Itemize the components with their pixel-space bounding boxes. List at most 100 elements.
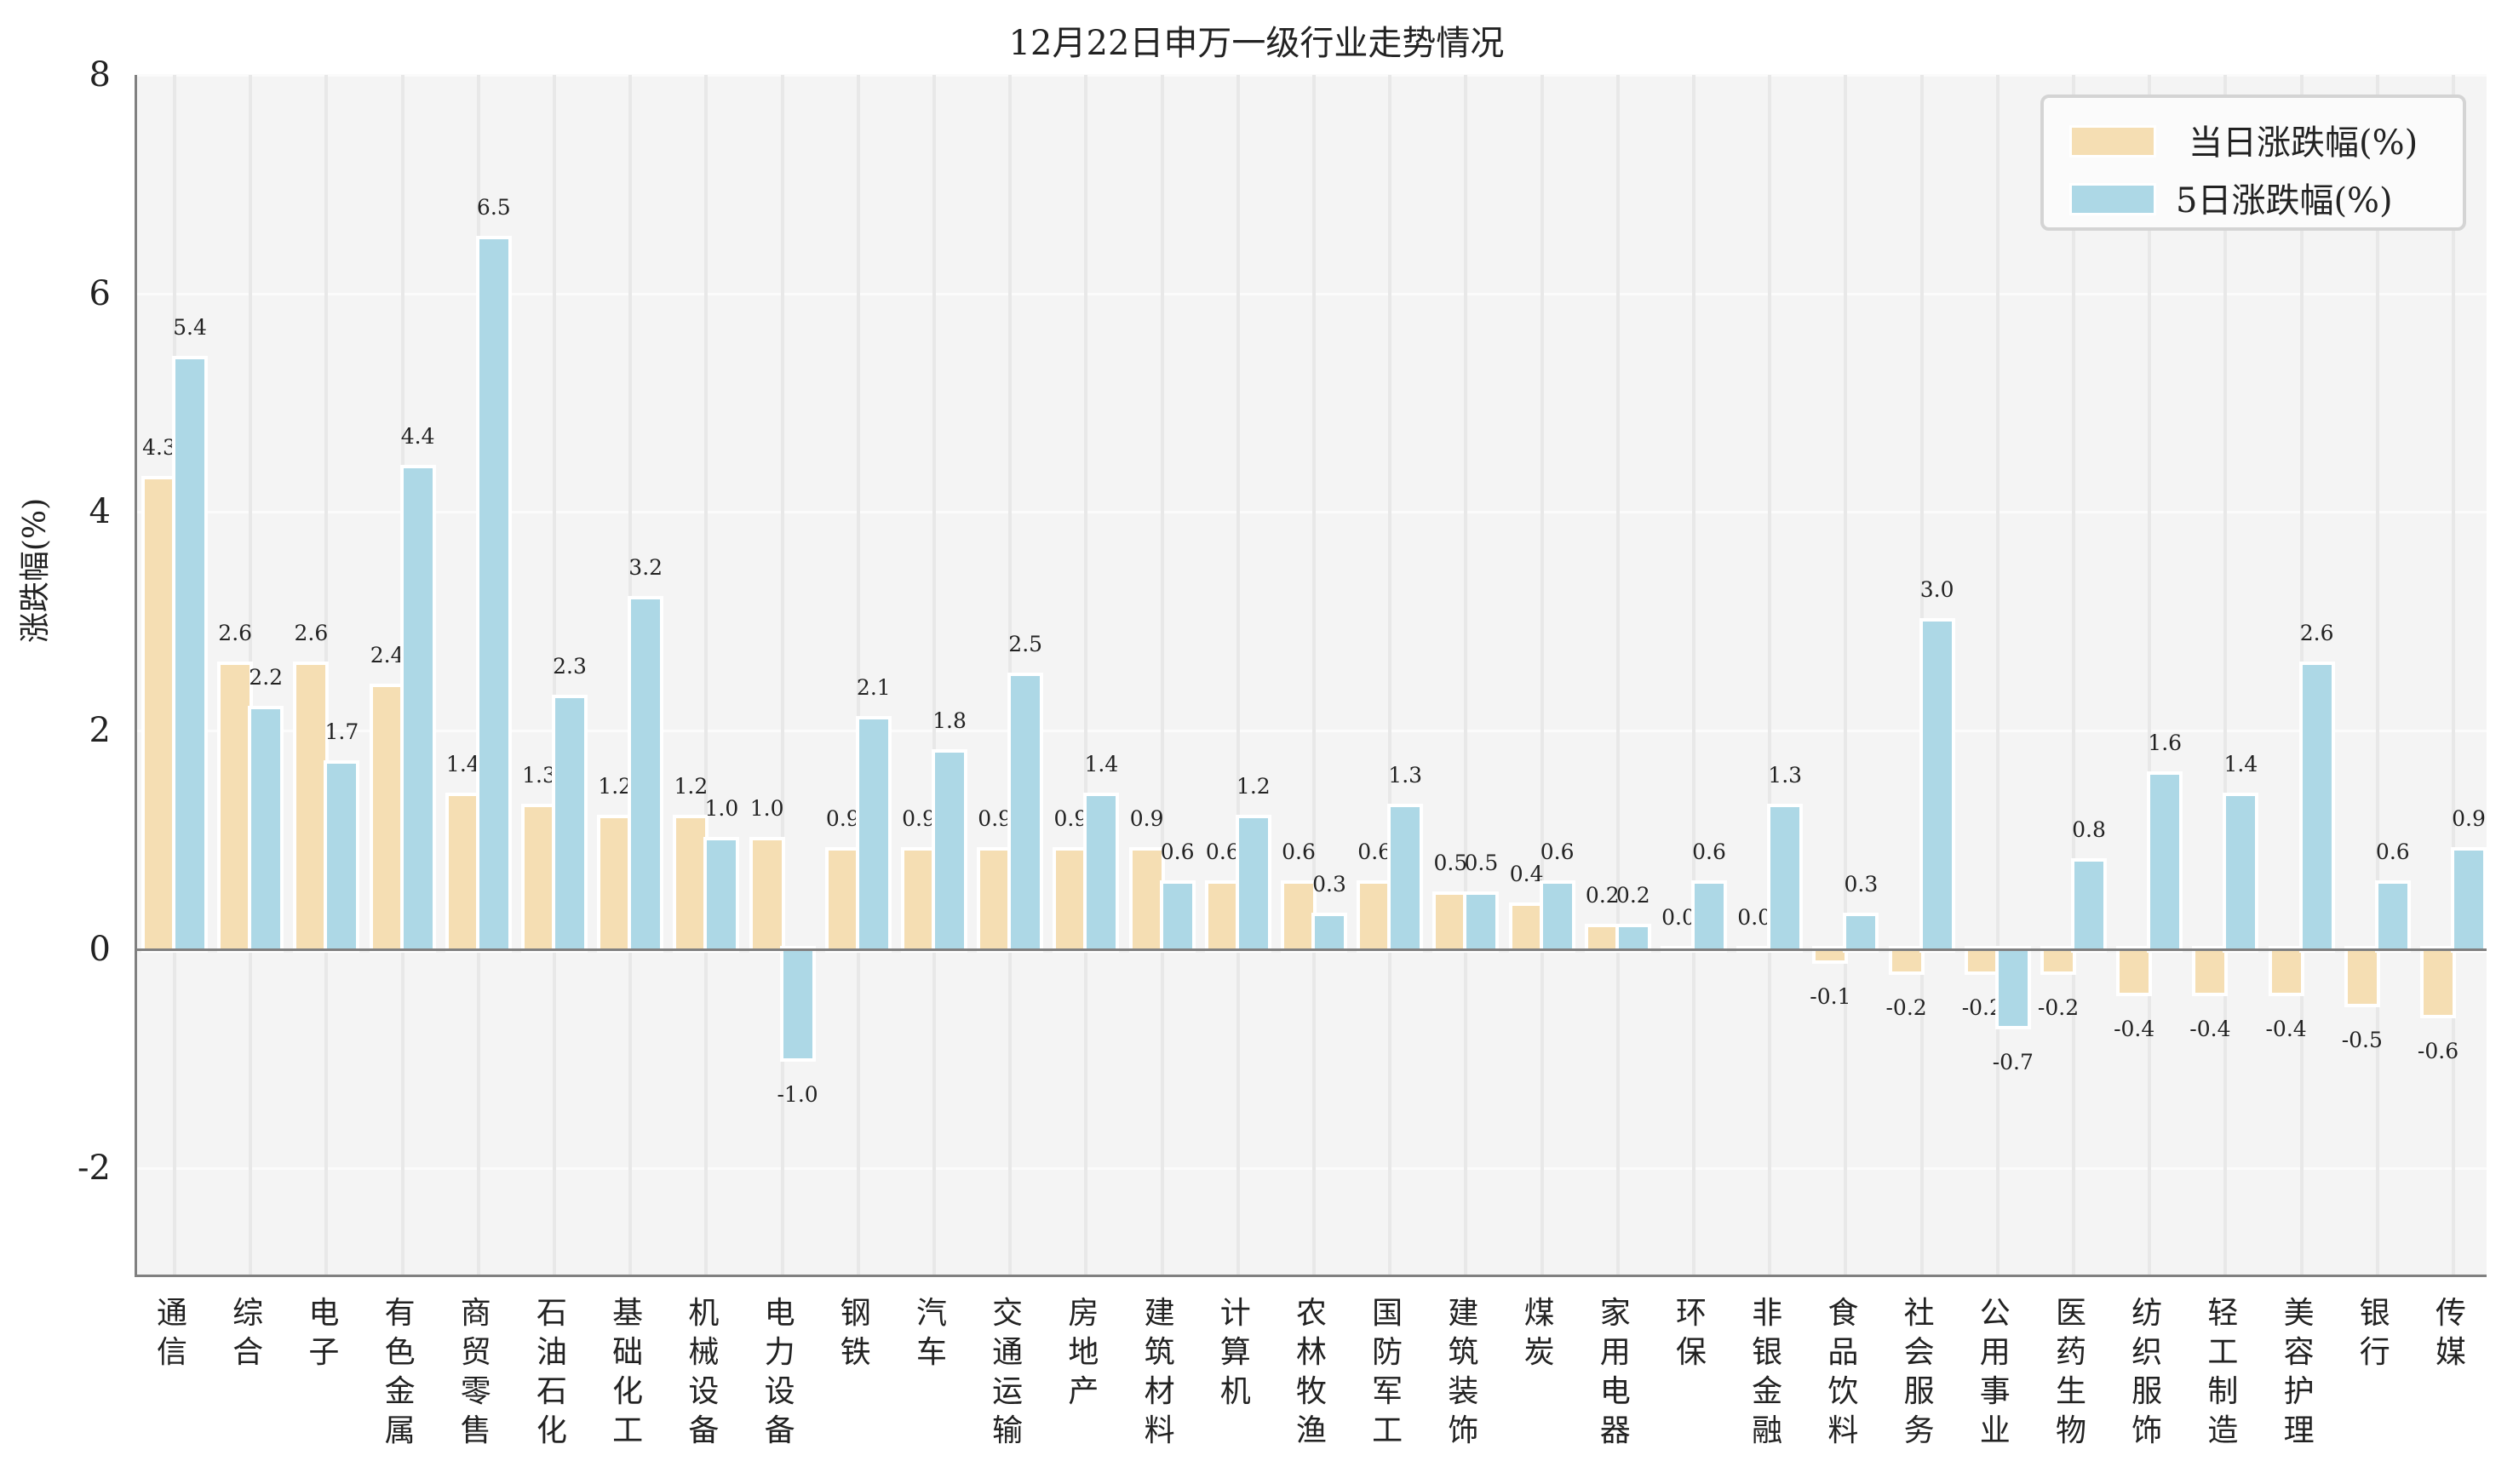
bar-5day <box>779 945 816 1063</box>
legend-label-5day: 5日涨跌幅(%) <box>2176 181 2393 221</box>
bar-5day <box>1691 880 1727 953</box>
y-tick-label: 0 <box>89 929 111 969</box>
x-tick-label: 电子 <box>308 1296 340 1370</box>
value-label: 0.8 <box>2072 817 2106 843</box>
x-tick-label: 计算机 <box>1219 1296 1251 1409</box>
x-tick-label: 建筑材料 <box>1144 1296 1175 1448</box>
value-label: 3.0 <box>1919 576 1954 602</box>
value-label: 2.4 <box>370 642 404 668</box>
value-label: -0.4 <box>2114 1017 2155 1042</box>
value-label: 0.6 <box>1692 839 1726 864</box>
bar-5day <box>1919 617 1955 953</box>
bar-daily <box>2420 945 2456 1018</box>
v-gridline <box>1615 75 1620 1275</box>
y-tick-label: -2 <box>77 1148 111 1188</box>
v-gridline <box>1084 75 1088 1275</box>
value-label: 2.3 <box>553 653 587 679</box>
x-tick-label: 银行 <box>2359 1296 2390 1370</box>
value-label: 0.0 <box>1661 904 1695 930</box>
value-label: 1.8 <box>932 708 967 733</box>
value-label: 2.6 <box>2299 621 2334 646</box>
bar-5day <box>324 759 360 953</box>
v-gridline <box>856 75 860 1275</box>
x-tick-label: 社会服务 <box>1903 1296 1935 1448</box>
bar-5day <box>703 836 740 953</box>
y-tick-label: 2 <box>89 711 111 751</box>
value-label: 0.9 <box>1129 806 1164 832</box>
x-tick-label: 环保 <box>1675 1296 1707 1370</box>
x-tick-label: 机械设备 <box>688 1296 720 1448</box>
value-label: 1.3 <box>1388 763 1423 788</box>
value-label: 1.6 <box>2148 730 2183 755</box>
value-label: 0.6 <box>1205 839 1240 864</box>
h-gridline <box>137 730 2487 733</box>
value-label: 6.5 <box>476 194 511 220</box>
value-label: 0.2 <box>1615 883 1650 908</box>
value-label: 1.3 <box>522 763 556 788</box>
bar-daily <box>749 836 785 953</box>
bar-5day <box>2147 771 2183 953</box>
x-tick-label: 国防军工 <box>1372 1296 1403 1448</box>
value-label: 2.2 <box>249 664 284 690</box>
plot-area: 4.3 2.6 2.6 2.4 1.4 1.3 1.2 1.2 1.0 0.9 0.9 0.9 0.9 0… <box>135 74 2487 1277</box>
value-label: 0.9 <box>1053 806 1088 832</box>
value-label: -0.5 <box>2341 1028 2383 1053</box>
value-label: 0.6 <box>1160 839 1195 864</box>
bar-5day <box>1007 673 1044 953</box>
value-label: -0.2 <box>2037 994 2080 1020</box>
value-label: 3.2 <box>628 555 663 581</box>
value-label: -0.4 <box>2189 1017 2231 1042</box>
bar-5day <box>552 694 588 953</box>
bar-5day <box>2374 880 2411 953</box>
bar-5day <box>2451 847 2487 953</box>
value-label: 0.6 <box>1540 839 1575 864</box>
bar-5day <box>1767 804 1804 953</box>
v-gridline <box>1692 75 1695 1275</box>
value-label: 1.2 <box>1236 773 1271 799</box>
value-label: 0.5 <box>1464 850 1499 875</box>
h-gridline <box>137 292 2487 295</box>
h-gridline <box>137 1166 2487 1170</box>
value-label: -0.1 <box>1810 983 1851 1009</box>
v-gridline <box>1388 75 1392 1275</box>
v-gridline <box>780 75 784 1275</box>
value-label: -1.0 <box>777 1082 818 1108</box>
x-tick-label: 食品饮料 <box>1827 1296 1859 1448</box>
bar-5day <box>248 705 284 953</box>
bar-5day <box>628 596 664 953</box>
bar-5day <box>2071 858 2107 953</box>
value-label: -0.7 <box>1992 1049 2034 1074</box>
v-gridline <box>2148 75 2152 1275</box>
v-gridline <box>2452 75 2455 1275</box>
x-tick-label: 传媒 <box>2435 1296 2466 1370</box>
x-tick-label: 通信 <box>156 1296 187 1370</box>
y-tick-label: 8 <box>89 55 111 95</box>
bar-daily <box>2268 945 2304 997</box>
value-label: 1.0 <box>749 795 784 821</box>
x-tick-label: 建筑装饰 <box>1448 1296 1479 1448</box>
legend-swatch-daily <box>2069 125 2156 158</box>
value-label: 2.6 <box>218 621 253 646</box>
v-gridline <box>1768 75 1772 1275</box>
x-tick-label: 综合 <box>232 1296 264 1370</box>
x-tick-label: 基础化工 <box>612 1296 644 1448</box>
x-tick-label: 农林牧渔 <box>1295 1296 1327 1448</box>
value-label: 1.2 <box>674 773 709 799</box>
v-gridline <box>704 75 709 1275</box>
bar-daily <box>1128 847 1165 953</box>
x-tick-label: 钢铁 <box>840 1296 871 1370</box>
bar-5day <box>932 748 967 953</box>
value-label: 5.4 <box>173 314 207 340</box>
bar-5day <box>1235 814 1271 953</box>
value-label: 1.4 <box>2223 752 2258 777</box>
value-label: 0.9 <box>2452 806 2486 832</box>
x-tick-label: 家用电器 <box>1599 1296 1631 1448</box>
bar-5day <box>1311 913 1347 953</box>
v-gridline <box>553 75 556 1275</box>
bar-daily <box>2116 945 2153 997</box>
value-label: 0.9 <box>978 806 1013 832</box>
bar-5day <box>1159 880 1196 953</box>
value-label: 0.3 <box>1312 872 1346 897</box>
h-gridline <box>137 511 2487 514</box>
y-tick-label: 4 <box>89 492 111 532</box>
